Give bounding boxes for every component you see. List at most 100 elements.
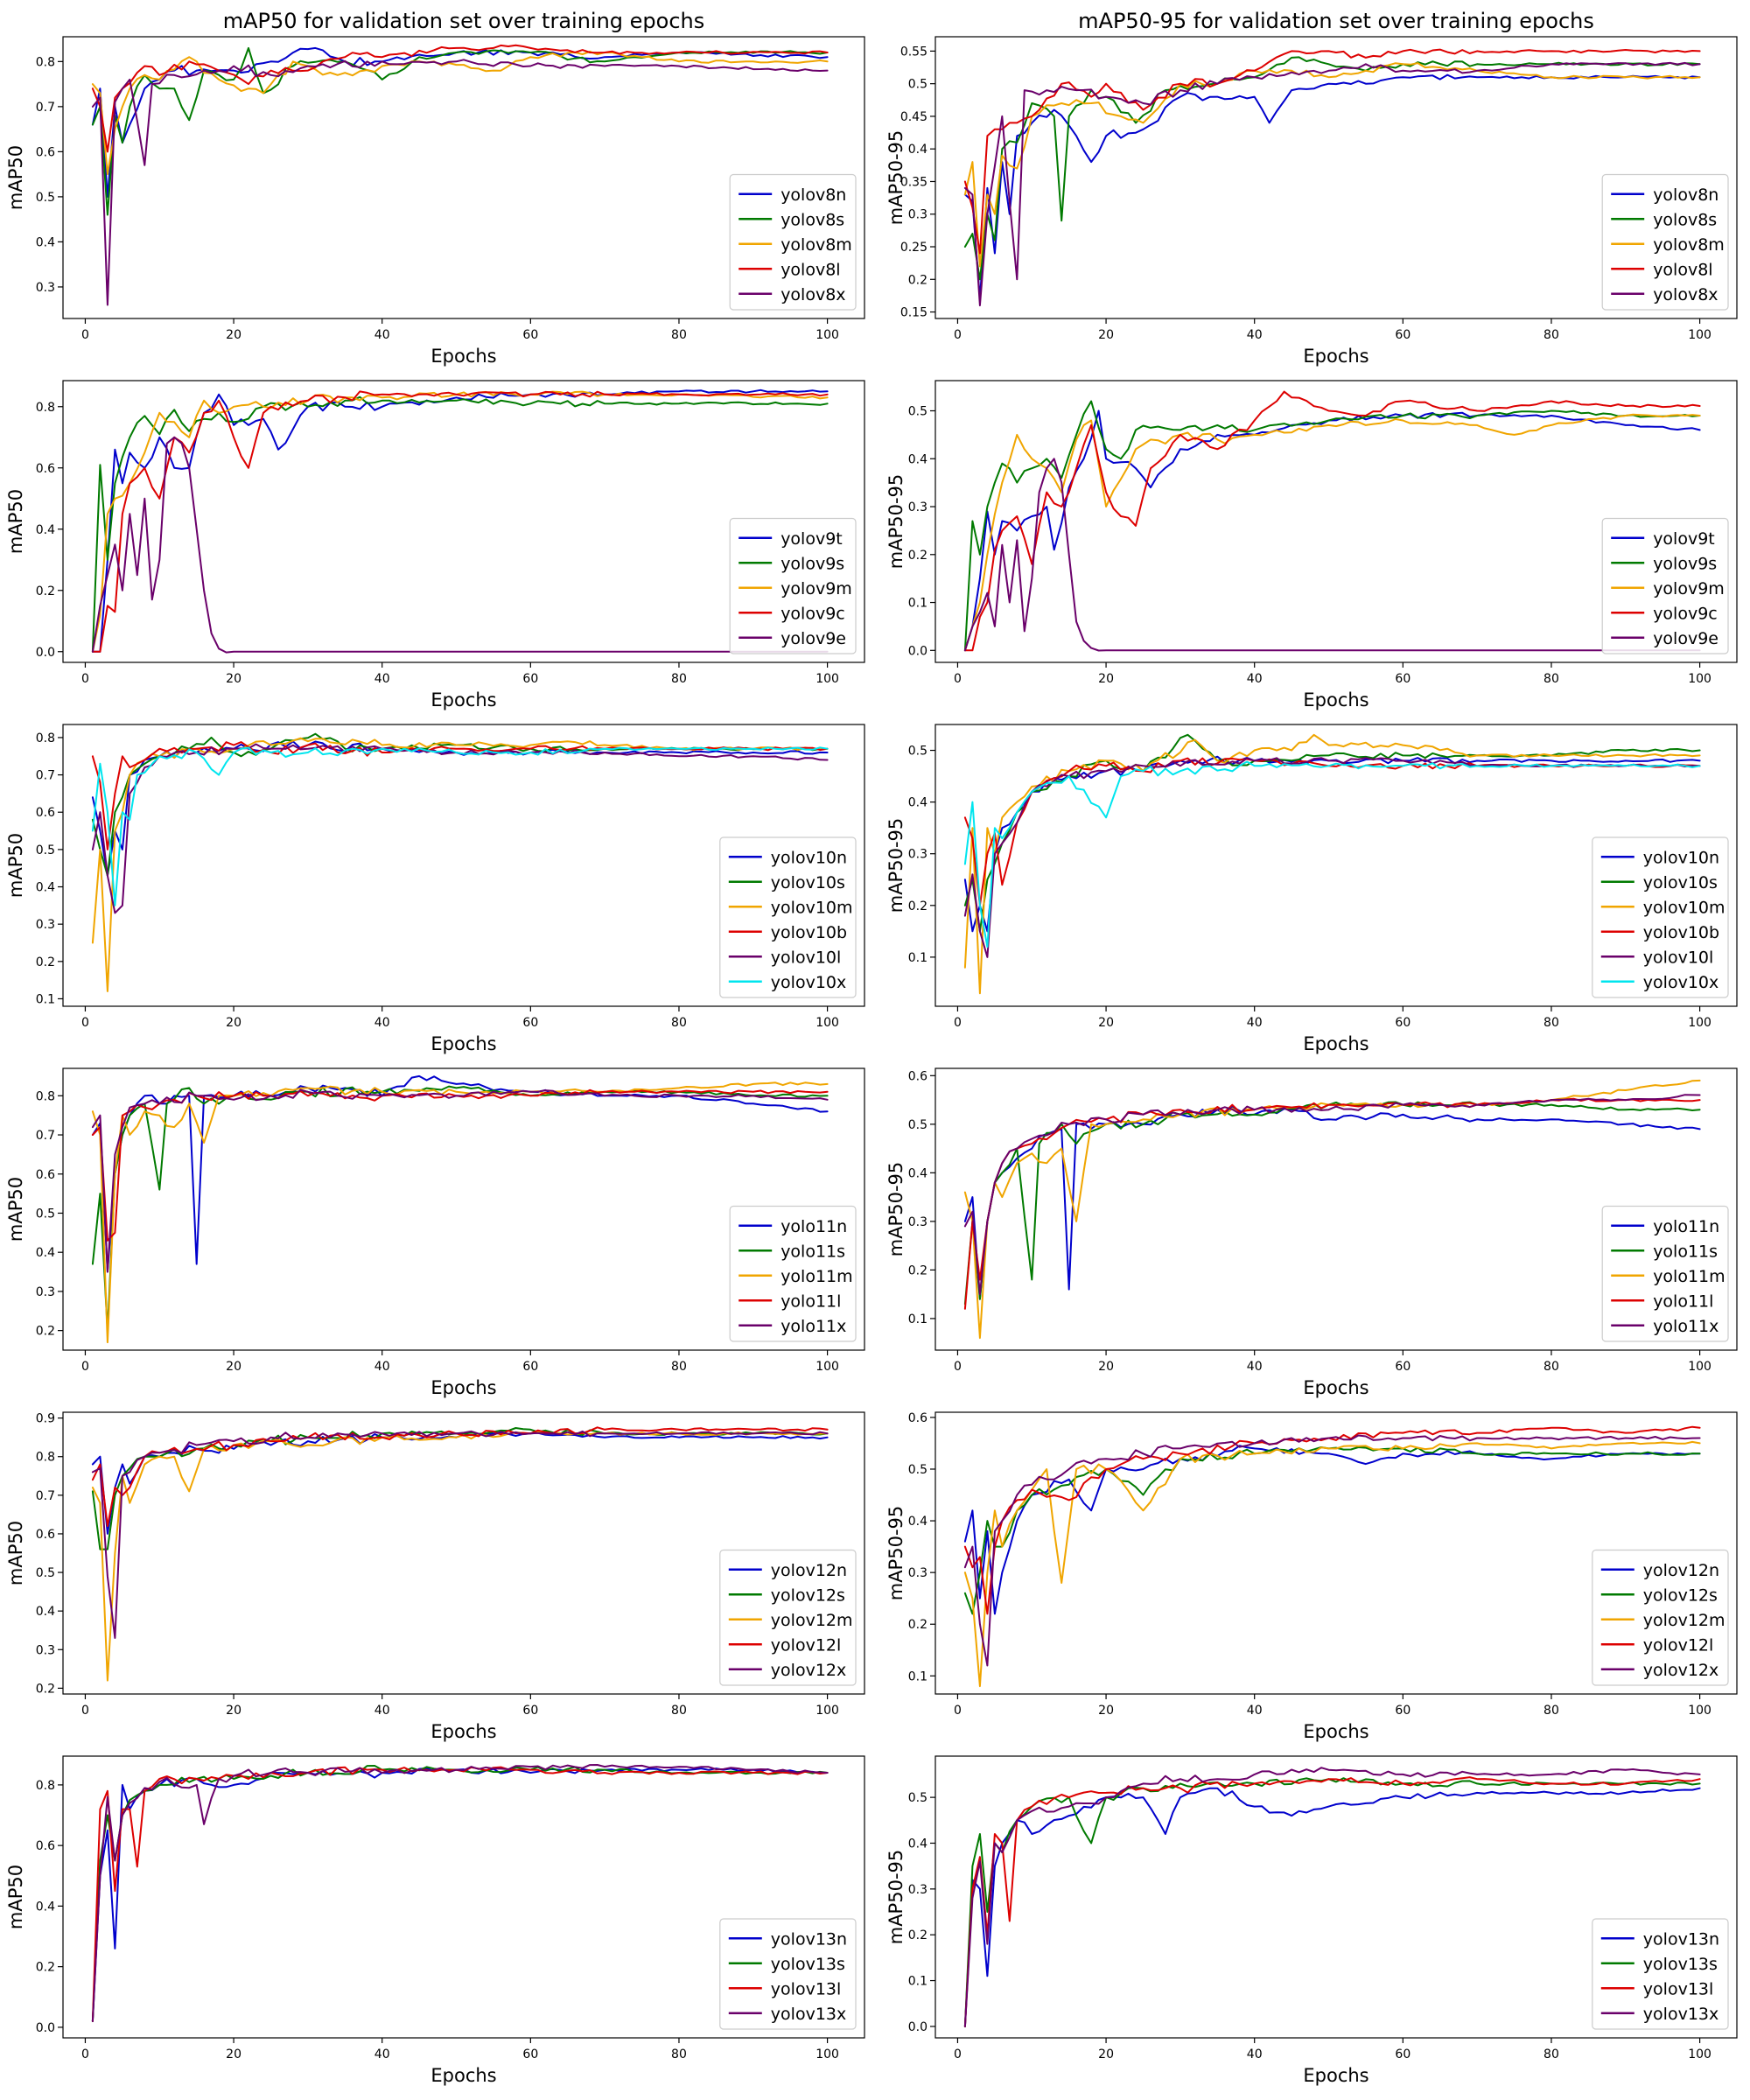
y-axis-label: mAP50-95 <box>886 130 906 226</box>
series-line-yolov12s <box>91 1427 829 1550</box>
series-lines <box>963 1079 1701 1340</box>
x-axis-label: Epochs <box>1303 2065 1368 2086</box>
legend: yolov10n yolov10s yolov10m yolov10b yolov10l… <box>719 836 857 998</box>
legend-label: yolov10s <box>771 873 845 892</box>
x-axis-label: Epochs <box>430 346 496 367</box>
y-tick-label: 0.3 <box>908 500 928 514</box>
series-lines <box>91 1074 829 1344</box>
legend-label: yolov8n <box>1653 186 1718 205</box>
series-line-yolov13l <box>963 1776 1701 2027</box>
x-tick-label: 80 <box>671 328 687 342</box>
legend-box <box>729 173 857 311</box>
chart-title: mAP50 for validation set over training e… <box>223 9 705 33</box>
legend-label: yolo11n <box>1653 1217 1719 1236</box>
y-tick-label: 0.5 <box>36 844 55 858</box>
x-tick-label: 20 <box>1098 1360 1114 1374</box>
subplot-map50-row-6: 0 20 40 60 80 100 0.0 0.2 0.4 0.6 0.8 Epochs mAP50 yo… <box>5 1755 865 2086</box>
x-axis-label: Epochs <box>430 1377 496 1398</box>
legend: yolov13n yolov13s yolov13l yolov13x <box>1592 1918 1729 2030</box>
y-tick-label: 0.1 <box>908 1312 928 1326</box>
subplot-map50-row-1: mAP50 for validation set over training e… <box>5 9 865 367</box>
x-tick-label: 80 <box>671 2048 687 2062</box>
y-tick-label: 0.4 <box>908 1515 928 1529</box>
plot-frame <box>62 1068 865 1351</box>
y-tick-label: 0.7 <box>36 1489 55 1503</box>
legend-label: yolov9m <box>1653 579 1725 598</box>
y-tick-label: 0.2 <box>36 584 55 598</box>
x-tick-label: 100 <box>816 328 839 342</box>
legend-label: yolov12l <box>1643 1635 1713 1655</box>
x-tick-label: 0 <box>954 672 962 686</box>
legend-label: yolo11l <box>1653 1292 1713 1311</box>
series-lines <box>963 48 1701 307</box>
series-line-yolov10s <box>963 733 1701 933</box>
legend-label: yolov8l <box>780 260 840 279</box>
series-line-yolov10m <box>963 733 1701 995</box>
legend-label: yolov12s <box>1643 1586 1718 1605</box>
y-tick-label: 0.5 <box>908 1118 928 1132</box>
series-line-yolov13x <box>963 1767 1701 2027</box>
y-tick-label: 0.1 <box>36 992 55 1006</box>
y-tick-label: 0.55 <box>900 45 928 59</box>
y-tick-label: 0.15 <box>900 306 928 320</box>
y-tick-label: 0.35 <box>900 175 928 189</box>
series-line-yolov9s <box>91 396 829 653</box>
x-tick-label: 20 <box>226 328 242 342</box>
legend-label: yolov10n <box>771 848 847 867</box>
x-tick-label: 80 <box>1544 2048 1559 2062</box>
y-tick-label: 0.3 <box>908 1883 928 1897</box>
legend: yolov8n yolov8s yolov8m yolov8l yolov8x <box>729 173 857 311</box>
y-tick-label: 0.7 <box>36 101 55 115</box>
series-line-yolo11x <box>91 1088 829 1273</box>
legend-label: yolov12l <box>771 1635 841 1655</box>
plot-frame <box>934 1068 1738 1351</box>
y-tick-label: 0.2 <box>908 1618 928 1632</box>
y-tick-label: 0.8 <box>36 55 55 69</box>
x-tick-label: 60 <box>1395 328 1410 342</box>
series-line-yolov10b <box>963 757 1701 906</box>
series-line-yolov12m <box>91 1431 829 1682</box>
legend-label: yolov10l <box>771 948 841 967</box>
x-tick-label: 60 <box>522 1360 538 1374</box>
x-tick-label: 40 <box>1247 328 1263 342</box>
plot-frame <box>62 36 865 319</box>
y-tick-label: 0.6 <box>36 1528 55 1542</box>
legend-label: yolo11m <box>780 1267 852 1286</box>
series-lines <box>963 733 1701 995</box>
y-tick-label: 0.45 <box>900 110 928 124</box>
y-tick-label: 0.2 <box>908 1264 928 1278</box>
legend-box <box>1592 1918 1729 2030</box>
legend-label: yolov13l <box>1643 1979 1713 1998</box>
plot-frame <box>62 1411 865 1695</box>
series-line-yolov12l <box>91 1426 829 1528</box>
legend-label: yolov13x <box>1643 2005 1718 2024</box>
y-tick-label: 0.5 <box>908 1463 928 1477</box>
y-tick-label: 0.4 <box>36 881 55 895</box>
x-axis-label: Epochs <box>1303 1377 1368 1398</box>
legend-label: yolov8m <box>1653 235 1725 255</box>
x-tick-label: 100 <box>816 2048 839 2062</box>
series-lines <box>91 388 829 654</box>
y-tick-label: 0.7 <box>36 769 55 783</box>
series-line-yolov12m <box>963 1440 1701 1688</box>
x-tick-label: 20 <box>226 1016 242 1030</box>
y-tick-label: 0.1 <box>908 597 928 611</box>
y-tick-label: 0.2 <box>908 1928 928 1942</box>
series-line-yolov9c <box>91 390 829 653</box>
series-line-yolov8n <box>963 74 1701 300</box>
x-tick-label: 0 <box>954 1704 962 1718</box>
x-tick-label: 60 <box>1395 672 1410 686</box>
y-tick-label: 0.5 <box>908 745 928 759</box>
series-line-yolov8x <box>91 59 829 306</box>
y-tick-label: 0.4 <box>908 1837 928 1851</box>
legend-label: yolov8s <box>780 210 844 229</box>
y-tick-label: 0.6 <box>908 1069 928 1083</box>
legend-label: yolov10l <box>1643 948 1713 967</box>
y-tick-label: 0.3 <box>908 1566 928 1580</box>
legend-label: yolov12n <box>1643 1561 1719 1580</box>
legend-label: yolov8m <box>780 235 852 255</box>
x-tick-label: 100 <box>816 1360 839 1374</box>
x-tick-label: 100 <box>1688 1704 1712 1718</box>
legend-label: yolo11n <box>780 1217 847 1236</box>
legend-label: yolov10n <box>1643 848 1719 867</box>
